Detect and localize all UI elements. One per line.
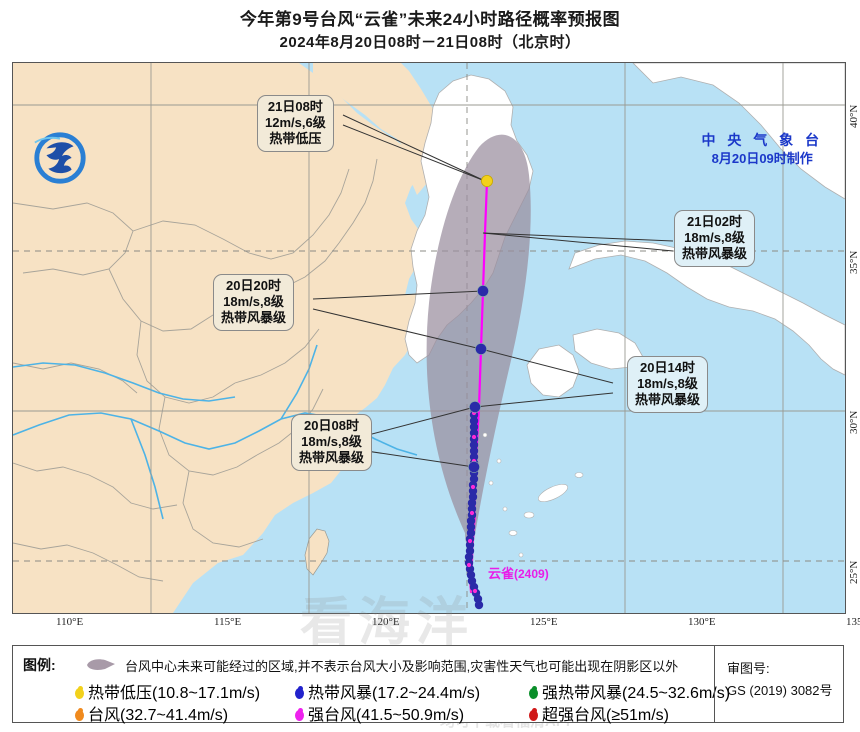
- cma-dragon-logo: [34, 132, 86, 184]
- japan-kyushu: [526, 344, 580, 398]
- storm-code: (2409): [514, 567, 549, 581]
- callout-20-20-time: 20日20时: [226, 278, 281, 293]
- callout-20-08-time: 20日08时: [304, 418, 359, 433]
- severe-typhoon-icon: [295, 708, 304, 721]
- lat-tick-25: 25°N: [848, 560, 860, 584]
- lon-tick-125: 125°E: [530, 616, 558, 628]
- callout-21-08-wind: 12m/s,6级: [265, 115, 326, 130]
- callout-20-14-time: 20日14时: [640, 360, 695, 375]
- legend-label-tropical-storm: 热带风暴(17.2~24.4m/s): [308, 685, 481, 702]
- lat-tick-30: 30°N: [848, 410, 860, 434]
- northeast-china: [313, 63, 443, 195]
- callout-20-08[interactable]: 20日08时 18m/s,8级 热带风暴级: [291, 414, 373, 471]
- cone-swatch-icon: [87, 659, 115, 670]
- callout-21-02-time: 21日02时: [687, 214, 742, 229]
- callout-21-08-category: 热带低压: [269, 131, 322, 146]
- callout-20-14-category: 热带风暴级: [635, 392, 701, 407]
- callout-20-20[interactable]: 20日20时 18m/s,8级 热带风暴级: [213, 274, 295, 331]
- legend-box: 图例: 台风中心未来可能经过的区域,并不表示台风大小及影响范围,灾害性天气也可能…: [12, 645, 844, 725]
- agency-name: 中 央 气 象 台: [701, 132, 823, 148]
- callout-21-02-wind: 18m/s,8级: [684, 230, 745, 245]
- legend-title: 图例:: [23, 657, 56, 673]
- probability-cone: [426, 134, 531, 546]
- legend-label-super-typhoon: 超强台风(≥51m/s): [542, 707, 670, 724]
- typhoon-icon: [75, 708, 84, 721]
- lon-tick-110: 110°E: [56, 616, 84, 628]
- map-geography: [13, 63, 845, 613]
- lon-tick-115: 115°E: [214, 616, 242, 628]
- japan-landmass: [632, 63, 845, 200]
- severe-tropical-storm-icon: [529, 686, 538, 699]
- callout-20-20-wind: 18m/s,8级: [223, 294, 284, 309]
- marker-20-08-tropical-storm: [468, 461, 480, 473]
- title-line-2: 2024年8月20日08时－21日08时（北京时）: [279, 34, 581, 51]
- legend-item-super-typhoon: 超强台风(≥51m/s): [529, 701, 669, 725]
- super-typhoon-icon: [529, 708, 538, 721]
- china-landmass: [13, 63, 425, 613]
- callout-21-08-time: 21日08时: [267, 99, 323, 114]
- marker-21-08-tropical-depression: [480, 175, 493, 188]
- title-line-1: 今年第9号台风“云雀”未来24小时路径概率预报图: [239, 10, 621, 29]
- typhoon-track-map[interactable]: 中 央 气 象 台 8月20日09时制作 云雀(2409) 21日08时 12m…: [12, 62, 846, 614]
- lon-tick-120: 120°E: [372, 616, 400, 628]
- tropical-depression-icon: [75, 686, 84, 699]
- legend-main: 图例: 台风中心未来可能经过的区域,并不表示台风大小及影响范围,灾害性天气也可能…: [13, 646, 730, 725]
- legend-label-tropical-depression: 热带低压(10.8~17.1m/s): [88, 685, 261, 702]
- legend-item-severe-typhoon: 强台风(41.5~50.9m/s): [295, 701, 464, 725]
- legend-item-tropical-storm: 热带风暴(17.2~24.4m/s): [295, 679, 480, 703]
- callout-20-08-wind: 18m/s,8级: [301, 434, 362, 449]
- province-borders: [13, 158, 378, 582]
- callout-leader-lines: [312, 114, 674, 468]
- legend-item-tropical-depression: 热带低压(10.8~17.1m/s): [75, 679, 260, 703]
- callout-21-08[interactable]: 21日08时 12m/s,6级 热带低压: [257, 95, 334, 152]
- callout-20-14-wind: 18m/s,8级: [637, 376, 698, 391]
- legend-cone-note: 台风中心未来可能经过的区域,并不表示台风大小及影响范围,灾害性天气也可能出现在阴…: [125, 659, 679, 674]
- marker-20-20-tropical-storm: [475, 343, 487, 355]
- small-islands: [482, 432, 584, 558]
- lon-tick-135: 135°E: [846, 616, 860, 628]
- storm-name: 云雀: [488, 566, 515, 581]
- approval-label: 审图号:: [727, 661, 770, 676]
- forecast-position-markers: [468, 175, 493, 473]
- legend-label-typhoon: 台风(32.7~41.4m/s): [88, 707, 229, 724]
- callout-21-02[interactable]: 21日02时 18m/s,8级 热带风暴级: [674, 210, 756, 267]
- approval-number: GS (2019) 3082号: [727, 683, 833, 698]
- legend-label-severe-tropical-storm: 强热带风暴(24.5~32.6m/s): [542, 685, 731, 702]
- lat-tick-35: 35°N: [848, 250, 860, 274]
- legend-item-severe-tropical-storm: 强热带风暴(24.5~32.6m/s): [529, 679, 730, 703]
- agency-issued-time: 8月20日09时制作: [711, 151, 813, 166]
- marker-20-14-tropical-storm: [469, 401, 481, 413]
- japan-honshu-south: [568, 240, 845, 376]
- page-title: 今年第9号台风“云雀”未来24小时路径概率预报图 2024年8月20日08时－2…: [0, 8, 860, 54]
- callout-20-20-category: 热带风暴级: [221, 310, 287, 325]
- tropical-storm-icon: [295, 686, 304, 699]
- agency-stamp: 中 央 气 象 台 8月20日09时制作: [701, 131, 823, 168]
- lon-tick-130: 130°E: [688, 616, 716, 628]
- legend-item-typhoon: 台风(32.7~41.4m/s): [75, 701, 228, 725]
- storm-name-label: 云雀(2409): [488, 563, 549, 582]
- taiwan-island: [304, 528, 330, 576]
- graticule: [13, 63, 845, 613]
- callout-21-02-category: 热带风暴级: [682, 246, 748, 261]
- legend-label-severe-typhoon: 强台风(41.5~50.9m/s): [308, 707, 465, 724]
- callout-20-14[interactable]: 20日14时 18m/s,8级 热带风暴级: [627, 356, 709, 413]
- lat-tick-40: 40°N: [848, 104, 860, 128]
- approval-block: 审图号: GS (2019) 3082号: [714, 646, 843, 722]
- marker-21-02-tropical-storm: [477, 285, 489, 297]
- callout-20-08-category: 热带风暴级: [299, 450, 365, 465]
